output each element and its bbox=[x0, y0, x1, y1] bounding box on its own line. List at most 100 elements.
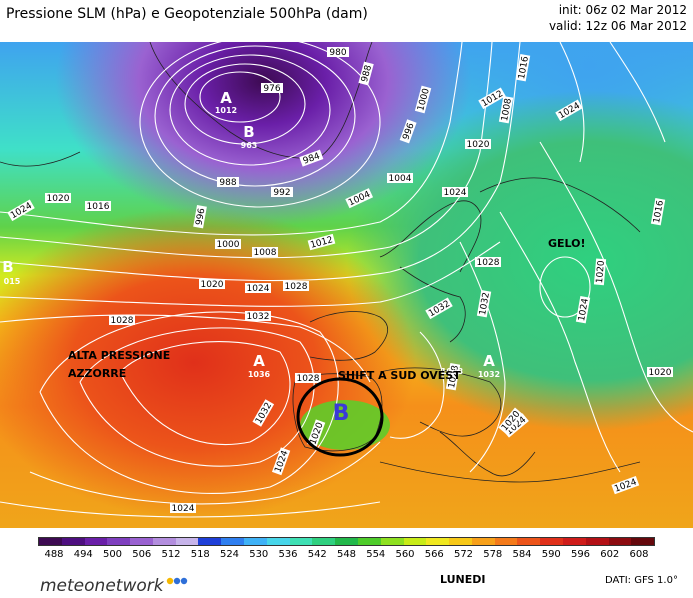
color-scale-swatch bbox=[631, 538, 655, 545]
color-scale-swatch bbox=[403, 538, 427, 545]
svg-text:1024: 1024 bbox=[247, 284, 270, 294]
svg-text:1020: 1020 bbox=[467, 140, 490, 150]
color-scale-tick: 596 bbox=[570, 549, 591, 560]
isobar-label: 1024 bbox=[170, 503, 196, 514]
svg-text:B: B bbox=[2, 258, 13, 276]
svg-text:1020: 1020 bbox=[649, 368, 672, 378]
isobar-label: 1020 bbox=[45, 193, 71, 204]
isobar-label: 1016 bbox=[650, 197, 666, 226]
low-center: B 963 bbox=[241, 123, 258, 150]
color-scale-tick: 512 bbox=[161, 549, 181, 560]
high-center: A 1012 bbox=[215, 89, 237, 115]
svg-text:1016: 1016 bbox=[517, 55, 531, 80]
svg-text:963: 963 bbox=[241, 141, 258, 150]
color-scale-swatch bbox=[335, 538, 358, 545]
svg-text:B: B bbox=[333, 401, 350, 426]
highlight-circle bbox=[296, 377, 384, 457]
color-scale-tick: 554 bbox=[366, 549, 386, 560]
isobar-label: 1024 bbox=[245, 283, 271, 294]
isobar-label: 1020 bbox=[647, 367, 673, 378]
svg-text:B: B bbox=[243, 123, 254, 141]
color-scale-swatch bbox=[61, 538, 85, 545]
color-scale-swatch bbox=[84, 538, 108, 545]
isobar-label: 988 bbox=[217, 177, 239, 188]
svg-text:1004: 1004 bbox=[389, 174, 412, 184]
iberia-low-area bbox=[300, 400, 390, 450]
pressure-geopotential-map: 976 980 988 1000 1008 1016 1012 996 1004… bbox=[0, 42, 693, 528]
svg-text:980: 980 bbox=[329, 48, 346, 58]
color-scale-tick: 566 bbox=[424, 549, 444, 560]
isobar-label: 1028 bbox=[295, 373, 321, 384]
svg-text:1000: 1000 bbox=[217, 240, 240, 250]
color-scale-swatch bbox=[130, 538, 153, 545]
svg-text:1008: 1008 bbox=[254, 248, 277, 258]
isobar-label: 1028 bbox=[109, 315, 135, 326]
svg-text:988: 988 bbox=[219, 178, 236, 188]
svg-text:1028: 1028 bbox=[285, 282, 308, 292]
svg-text:1032: 1032 bbox=[478, 292, 492, 316]
color-scale-swatch bbox=[289, 538, 313, 545]
color-scale-swatch bbox=[266, 538, 290, 545]
color-scale-swatch bbox=[39, 538, 62, 545]
color-scale-tick: 602 bbox=[600, 549, 620, 560]
color-scale-swatch bbox=[608, 538, 632, 545]
pressure-centers: A 1012 B 963 B 015 A 1036 A 1032 1038 B bbox=[2, 89, 500, 457]
isobar-label: 1024 bbox=[575, 295, 591, 324]
isobar-label: 1032 bbox=[476, 289, 492, 318]
color-scale-tick: 560 bbox=[395, 549, 415, 560]
isobar-label: 988 bbox=[358, 61, 374, 86]
svg-text:1028: 1028 bbox=[297, 374, 320, 384]
color-scale-tick: 500 bbox=[102, 549, 123, 560]
color-scale-swatch bbox=[198, 538, 222, 545]
run-info: init: 06z 02 Mar 2012 valid: 12z 06 Mar … bbox=[549, 2, 687, 34]
isobar-label: 1016 bbox=[85, 201, 111, 212]
isobar-label: 1004 bbox=[387, 173, 413, 184]
annotation-alta: ALTA PRESSIONE bbox=[68, 349, 170, 362]
color-scale-swatch bbox=[426, 538, 450, 545]
isobar-label: 996 bbox=[193, 204, 208, 229]
svg-text:1016: 1016 bbox=[87, 202, 110, 212]
isobar-label: 1016 bbox=[515, 53, 531, 82]
isobar-label: 1024 bbox=[442, 187, 468, 198]
svg-text:1036: 1036 bbox=[248, 370, 271, 379]
color-scale-swatch bbox=[449, 538, 472, 545]
color-scale-tick: 584 bbox=[512, 549, 532, 560]
isobar-label: 1028 bbox=[445, 362, 461, 391]
isobar-label: 1020 bbox=[465, 139, 491, 150]
annotation-shift: SHIFT A SUD OVEST bbox=[338, 369, 461, 382]
color-scale-bar bbox=[38, 537, 655, 546]
svg-text:1016: 1016 bbox=[652, 199, 666, 224]
isobars bbox=[0, 42, 693, 518]
svg-text:1032: 1032 bbox=[478, 370, 500, 379]
isobar-labels: 976 980 988 1000 1008 1016 1012 996 1004… bbox=[7, 47, 673, 514]
color-scale-swatch bbox=[221, 538, 245, 545]
isobar-label: 1020 bbox=[593, 258, 607, 286]
svg-text:996: 996 bbox=[195, 207, 208, 226]
svg-text:988: 988 bbox=[360, 64, 374, 83]
color-scale-swatch bbox=[244, 538, 267, 545]
svg-text:A: A bbox=[483, 352, 495, 370]
color-scale-swatch bbox=[517, 538, 541, 545]
color-scale-tick: 506 bbox=[132, 549, 152, 560]
svg-text:976: 976 bbox=[263, 84, 280, 94]
isobar-label: 992 bbox=[271, 187, 293, 198]
high-center: 1038 bbox=[441, 367, 464, 376]
svg-text:015: 015 bbox=[4, 277, 21, 286]
isobar-label: 976 bbox=[261, 83, 283, 94]
color-scale-tick: 608 bbox=[629, 549, 649, 560]
isobar-label: 980 bbox=[327, 47, 349, 58]
svg-text:1024: 1024 bbox=[172, 504, 195, 514]
init-time: init: 06z 02 Mar 2012 bbox=[558, 3, 687, 17]
isobar-label: 1008 bbox=[498, 95, 514, 124]
color-scale-ticks: 488 494 500 506 512 518 524 530 536 542 548 554 560 5… bbox=[38, 549, 655, 563]
high-center: A 1032 bbox=[478, 352, 500, 379]
svg-text:1020: 1020 bbox=[595, 260, 607, 284]
svg-text:1028: 1028 bbox=[447, 364, 461, 389]
color-scale-swatch bbox=[312, 538, 336, 545]
svg-text:1038: 1038 bbox=[441, 367, 464, 376]
annotation-azzorre: AZZORRE bbox=[68, 367, 126, 380]
svg-text:1012: 1012 bbox=[215, 106, 237, 115]
high-center: A 1036 bbox=[248, 352, 271, 379]
svg-text:1032: 1032 bbox=[247, 312, 270, 322]
color-scale-tick: 590 bbox=[541, 549, 561, 560]
